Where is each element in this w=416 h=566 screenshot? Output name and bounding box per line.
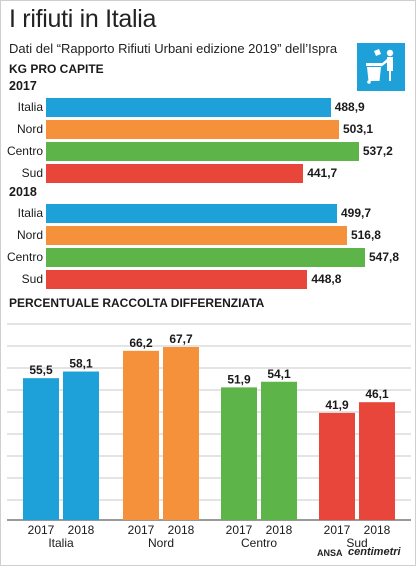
column-italia-2017 [23, 378, 59, 520]
bar-value-centro: 547,8 [369, 250, 400, 264]
column-value-italia-2018: 58,1 [69, 357, 93, 371]
bar-value-centro: 537,2 [362, 144, 393, 158]
bar-centro [46, 142, 359, 161]
column-category-label-italia: Italia [48, 536, 74, 550]
column-category-label-sud: Sud [346, 536, 367, 550]
column-sud-2018 [359, 402, 395, 520]
bar-label-sud: Sud [21, 272, 43, 286]
bar-value-nord: 503,1 [342, 122, 373, 136]
column-year-label: 2017 [28, 523, 55, 537]
column-year-label: 2018 [168, 523, 195, 537]
column-year-label: 2017 [324, 523, 351, 537]
bar-label-italia: Italia [17, 206, 43, 220]
page-title: I rifiuti in Italia [9, 5, 157, 33]
bar-value-italia: 499,7 [340, 206, 372, 220]
column-year-label: 2018 [266, 523, 293, 537]
bar-value-italia: 488,9 [334, 100, 365, 114]
bar-label-centro: Centro [6, 250, 43, 264]
year-label-2017: 2017 [9, 79, 37, 93]
column-nord-2017 [123, 350, 159, 520]
bar-label-nord: Nord [16, 228, 43, 242]
waste-bin-person-icon [357, 43, 405, 91]
column-value-sud-2018: 46,1 [365, 387, 389, 401]
bar-label-sud: Sud [21, 166, 43, 180]
bar-centro [46, 248, 365, 267]
footer-agency: ANSA [317, 548, 343, 558]
bar-nord [46, 226, 347, 245]
column-centro-2017 [221, 387, 257, 520]
bar-label-nord: Nord [16, 122, 43, 136]
bar-italia [46, 204, 337, 223]
column-italia-2018 [63, 371, 99, 520]
unit-label: KG PRO CAPITE [9, 62, 104, 76]
column-chart-differenziata: 55,5201758,12018Italia66,2201767,72018No… [7, 323, 411, 550]
column-value-nord-2018: 67,7 [169, 332, 193, 346]
column-value-centro-2018: 54,1 [267, 367, 291, 381]
column-value-italia-2017: 55,5 [29, 363, 53, 377]
bar-label-centro: Centro [6, 144, 43, 158]
column-value-sud-2017: 41,9 [325, 398, 349, 412]
column-year-label: 2017 [226, 523, 253, 537]
footer-brand: centimetri [348, 546, 401, 558]
column-category-label-nord: Nord [148, 536, 174, 550]
column-year-label: 2017 [128, 523, 155, 537]
bar-sud [46, 270, 308, 289]
bar-nord [46, 120, 339, 139]
bar-sud [46, 164, 304, 183]
column-value-centro-2017: 51,9 [227, 372, 251, 386]
bar-italia [46, 98, 331, 117]
column-centro-2018 [261, 381, 297, 520]
bar-label-italia: Italia [17, 100, 43, 114]
column-year-label: 2018 [68, 523, 95, 537]
section-title-differenziata: PERCENTUALE RACCOLTA DIFFERENZIATA [9, 296, 265, 310]
year-label-2018: 2018 [9, 185, 37, 199]
column-value-nord-2017: 66,2 [129, 336, 153, 350]
column-sud-2017 [319, 412, 355, 520]
subtitle: Dati del “Rapporto Rifiuti Urbani edizio… [9, 41, 338, 56]
bar-value-sud: 448,8 [311, 272, 342, 286]
column-nord-2018 [163, 347, 199, 520]
bar-value-nord: 516,8 [350, 228, 381, 242]
column-year-label: 2018 [364, 523, 391, 537]
bar-value-sud: 441,7 [307, 166, 338, 180]
column-category-label-centro: Centro [241, 536, 277, 550]
